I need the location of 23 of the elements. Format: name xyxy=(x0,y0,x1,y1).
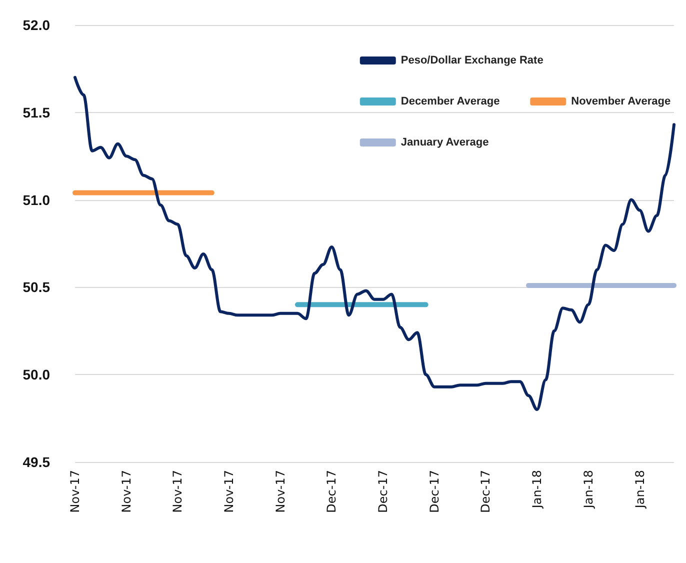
y-tick-label: 50.0 xyxy=(22,366,50,383)
legend-label: December Average xyxy=(400,96,500,108)
x-tick-label: Nov-17 xyxy=(222,470,236,513)
x-tick-label: Nov-17 xyxy=(170,470,185,513)
legend-label: November Average xyxy=(571,96,671,108)
x-tick-label: Nov-17 xyxy=(273,470,288,513)
y-tick-label: 50.5 xyxy=(22,279,50,296)
x-tick-label: Dec-17 xyxy=(324,470,339,513)
x-tick-label: Nov-17 xyxy=(119,470,134,513)
legend-label: Peso/Dollar Exchange Rate xyxy=(400,54,544,66)
y-tick-label: 49.5 xyxy=(22,454,50,470)
x-tick-label: Jan-18 xyxy=(632,470,647,510)
legend-label: January Average xyxy=(400,136,489,148)
y-tick-label: 51.0 xyxy=(22,192,50,208)
y-tick-label: 52.0 xyxy=(22,17,50,33)
line-series xyxy=(74,76,676,412)
x-tick-label: Nov-17 xyxy=(68,470,82,513)
x-tick-label: Dec-17 xyxy=(376,470,390,513)
y-tick-label: 51.5 xyxy=(22,104,50,120)
x-tick-label: Dec-17 xyxy=(427,470,442,513)
x-tick-label: Dec-17 xyxy=(478,470,493,513)
x-tick-label: Jan-18 xyxy=(581,470,596,510)
x-tick-label: Jan-18 xyxy=(530,470,544,510)
